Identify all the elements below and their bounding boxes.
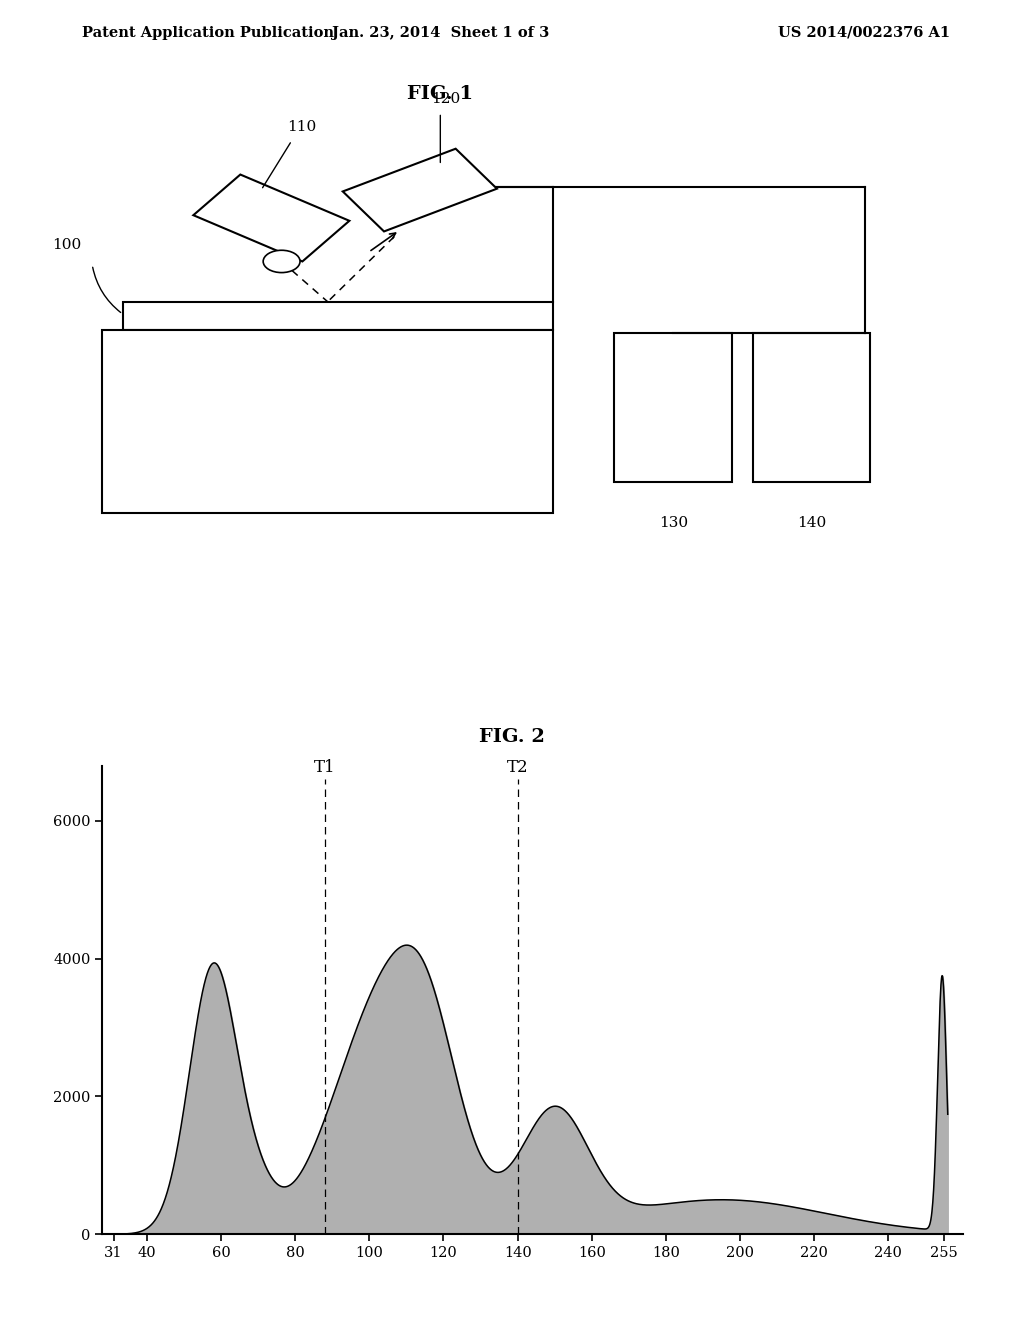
Text: 130: 130 bbox=[658, 516, 688, 529]
Bar bbox=[614, 333, 732, 482]
Text: Jan. 23, 2014  Sheet 1 of 3: Jan. 23, 2014 Sheet 1 of 3 bbox=[332, 25, 549, 40]
Circle shape bbox=[263, 251, 300, 273]
Bar bbox=[123, 302, 553, 330]
Bar bbox=[753, 333, 870, 482]
Text: 140: 140 bbox=[797, 516, 826, 529]
Text: T2: T2 bbox=[507, 759, 528, 776]
Text: US 2014/0022376 A1: US 2014/0022376 A1 bbox=[778, 25, 950, 40]
Text: 100: 100 bbox=[52, 238, 81, 252]
Bar bbox=[102, 330, 553, 512]
Bar bbox=[343, 149, 497, 231]
Bar bbox=[194, 174, 349, 261]
Text: 110: 110 bbox=[288, 120, 316, 135]
Text: T1: T1 bbox=[314, 759, 336, 776]
Text: Patent Application Publication: Patent Application Publication bbox=[82, 25, 334, 40]
Text: 120: 120 bbox=[431, 92, 460, 107]
Text: FIG. 2: FIG. 2 bbox=[479, 727, 545, 746]
Text: FIG. 1: FIG. 1 bbox=[408, 84, 473, 103]
